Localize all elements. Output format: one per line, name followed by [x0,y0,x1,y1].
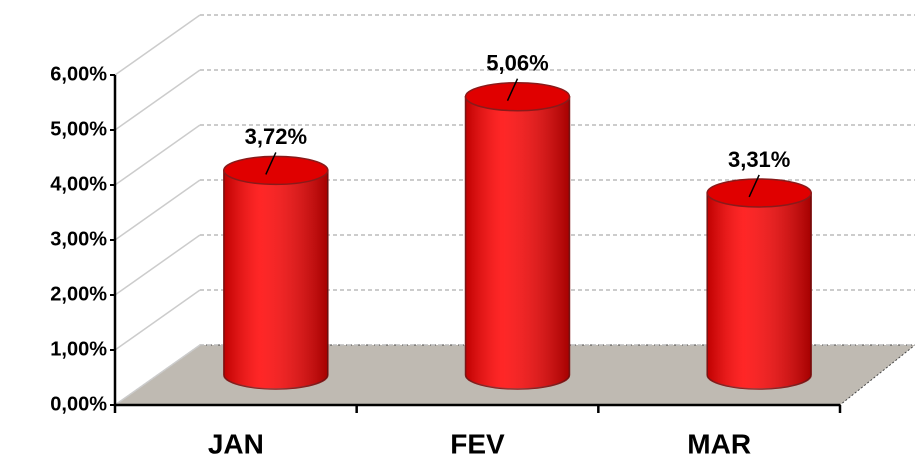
data-label: 5,06% [486,51,548,76]
leader-line [265,152,277,175]
y-tick-label: 3,00% [50,228,107,250]
bar-top [223,155,329,186]
leader-line [748,174,760,198]
data-label: 3,72% [245,124,307,149]
y-tick-label: 5,00% [50,118,107,140]
bar-shading [707,192,812,389]
side-grid-line [114,179,201,241]
x-tick-label: MAR [687,428,751,459]
x-tick-label: FEV [450,428,505,459]
bar-top [706,178,812,208]
bar-top [464,81,571,112]
data-label: 3,31% [728,147,790,172]
side-grid-line [114,124,201,186]
y-tick-label: 1,00% [50,338,107,360]
y-tick-label: 2,00% [50,283,107,305]
y-tick-label: 0,00% [50,393,107,415]
side-grid-line [114,344,201,406]
bar-shading [223,170,328,389]
side-grid-line [114,234,201,296]
leader-line [506,78,519,102]
side-grid-line [114,14,201,76]
side-grid-line [114,69,201,131]
y-tick-label: 6,00% [50,63,107,85]
side-grid-line [114,289,201,351]
x-tick-label: JAN [208,428,264,459]
y-tick-label: 4,00% [50,173,107,195]
bar-shading [465,96,570,389]
